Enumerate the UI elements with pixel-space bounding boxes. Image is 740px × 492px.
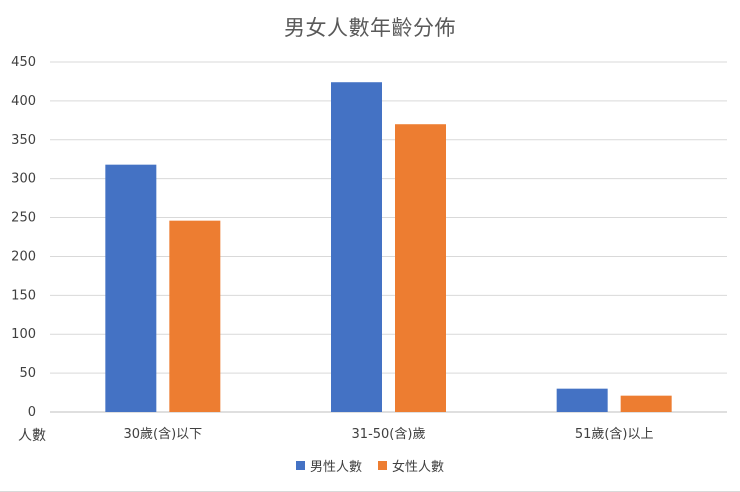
bar-female xyxy=(395,124,446,412)
y-tick-label: 450 xyxy=(11,55,36,70)
y-tick-label: 150 xyxy=(11,288,36,303)
x-tick-label: 51歲(含)以上 xyxy=(575,426,654,442)
bar-female xyxy=(620,395,672,412)
y-tick-label: 350 xyxy=(11,133,36,148)
legend-item-male: 男性人數 xyxy=(295,456,362,475)
x-tick-label: 30歲(含)以下 xyxy=(123,426,202,442)
chart-title: 男女人數年齡分佈 xyxy=(284,16,456,40)
y-tick-label: 100 xyxy=(11,327,36,342)
legend-swatch-male xyxy=(295,461,305,470)
y-tick-label: 250 xyxy=(11,211,36,226)
y-tick-label: 50 xyxy=(19,366,36,381)
legend: 男性人數 女性人數 xyxy=(0,456,740,475)
legend-item-female: 女性人數 xyxy=(378,456,444,475)
x-tick-label: 31-50(含)歲 xyxy=(352,426,426,442)
legend-label-male: 男性人數 xyxy=(309,460,362,475)
bar-male xyxy=(105,164,157,412)
legend-label-female: 女性人數 xyxy=(392,460,445,475)
y-axis-label: 人數 xyxy=(18,428,46,444)
y-tick-label: 0 xyxy=(28,405,36,420)
bar-male xyxy=(556,388,608,412)
bar-male xyxy=(331,82,382,412)
y-tick-label: 200 xyxy=(11,249,36,264)
legend-swatch-female xyxy=(378,461,387,470)
bar-female xyxy=(169,220,221,412)
y-tick-label: 300 xyxy=(11,172,36,187)
y-tick-label: 400 xyxy=(11,94,36,109)
